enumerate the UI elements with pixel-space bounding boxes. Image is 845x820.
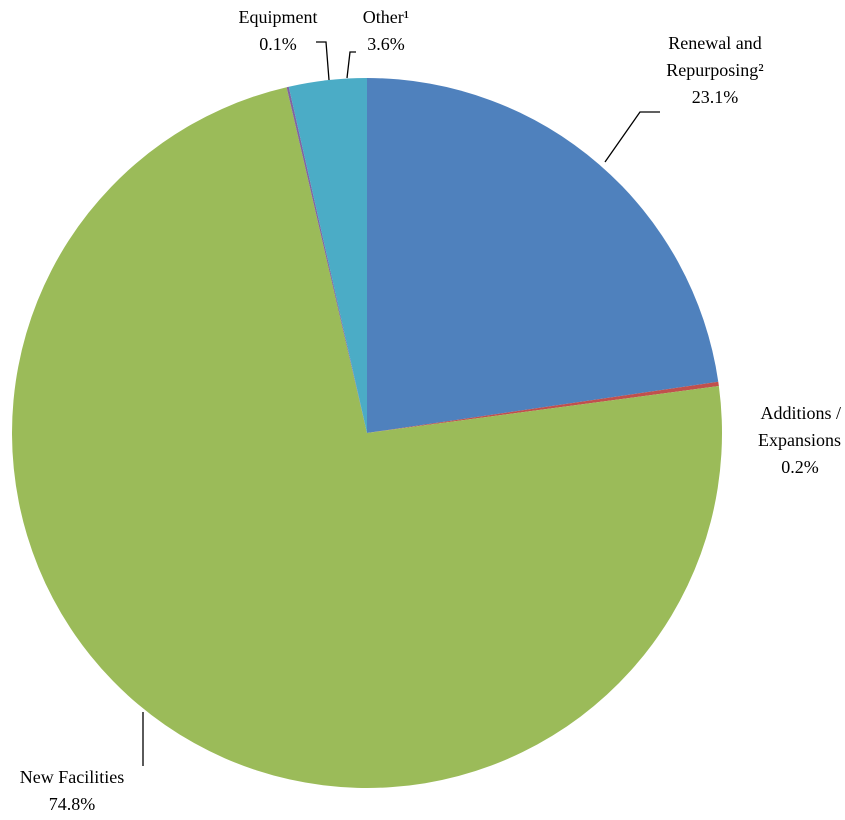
pie-slice: [286, 86, 367, 434]
slice-label: Other¹ 3.6%: [346, 4, 426, 58]
category-label: Additions / Expansions: [758, 403, 841, 450]
pie-slice: [11, 87, 723, 789]
leader-line: [316, 41, 330, 81]
value-label: 0.1%: [259, 34, 297, 54]
pie-slice: [288, 78, 367, 433]
value-label: 0.2%: [781, 457, 819, 477]
value-label: 3.6%: [367, 34, 405, 54]
leader-lines: [142, 41, 660, 766]
slice-label: Additions / Expansions 0.2%: [725, 400, 845, 481]
leader-line: [346, 51, 356, 79]
category-label: Equipment: [238, 7, 318, 27]
pie-slice: [367, 381, 719, 433]
slice-label: Renewal and Repurposing² 23.1%: [645, 30, 785, 111]
slice-label: Equipment 0.1%: [218, 4, 338, 58]
pie-slice: [367, 78, 719, 433]
category-label: Renewal and Repurposing²: [666, 33, 764, 80]
category-label: New Facilities: [19, 767, 125, 787]
value-label: 74.8%: [48, 794, 96, 814]
slice-label: New Facilities 74.8%: [2, 764, 142, 818]
slices: [11, 78, 723, 789]
value-label: 23.1%: [691, 87, 739, 107]
category-label: Other¹: [362, 7, 410, 27]
leader-line: [604, 111, 660, 163]
